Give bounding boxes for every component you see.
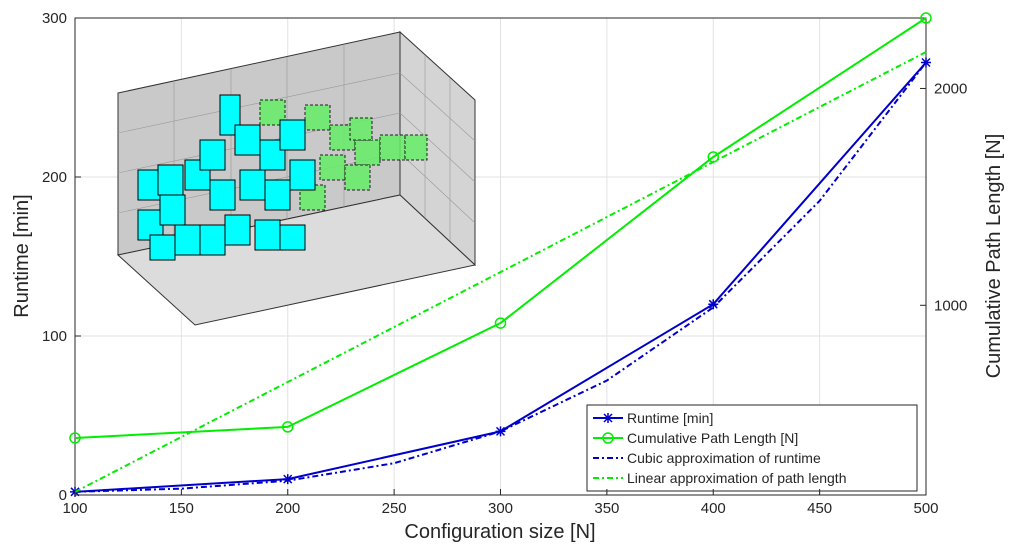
marker	[282, 474, 293, 485]
x-tick-label: 400	[701, 500, 726, 517]
series-line	[74, 61, 927, 493]
marker	[603, 413, 613, 423]
x-tick-label: 250	[382, 500, 407, 517]
marker	[920, 12, 932, 24]
legend-label: Cumulative Path Length [N]	[627, 430, 798, 446]
series-line	[74, 17, 927, 439]
x-axis-label: Configuration size [N]	[404, 521, 595, 543]
marker	[602, 432, 614, 444]
y2-tick-label: 2000	[934, 80, 967, 97]
series	[69, 12, 932, 497]
inset-3d-image	[116, 30, 477, 326]
legend: Runtime [min] Cumulative Path Length [N] C…	[586, 404, 918, 492]
x-tick-label: 150	[169, 500, 194, 517]
legend-label: Linear approximation of path length	[627, 470, 846, 486]
legend-label: Runtime [min]	[627, 410, 713, 426]
x-tick-label: 450	[807, 500, 832, 517]
x-tick-label: 500	[913, 500, 938, 517]
y-tick-label: 300	[42, 10, 67, 27]
y-axis-label: Runtime [min]	[11, 194, 33, 317]
x-tick-label: 100	[62, 500, 87, 517]
x-tick-label: 350	[594, 500, 619, 517]
marker	[708, 299, 719, 310]
legend-box	[586, 404, 918, 492]
y-tick-label: 0	[59, 487, 67, 504]
marker	[282, 421, 294, 433]
x-tick-label: 300	[488, 500, 513, 517]
y-tick-label: 100	[42, 328, 67, 345]
legend-label: Cubic approximation of runtime	[627, 450, 821, 466]
x-tick-label: 200	[275, 500, 300, 517]
marker	[69, 432, 81, 444]
y2-axis-label: Cumulative Path Length [N]	[983, 134, 1005, 379]
series-line	[74, 51, 927, 493]
marker	[494, 317, 507, 329]
y-tick-label: 200	[42, 169, 67, 186]
y2-tick-label: 1000	[934, 297, 967, 314]
marker	[495, 426, 506, 437]
